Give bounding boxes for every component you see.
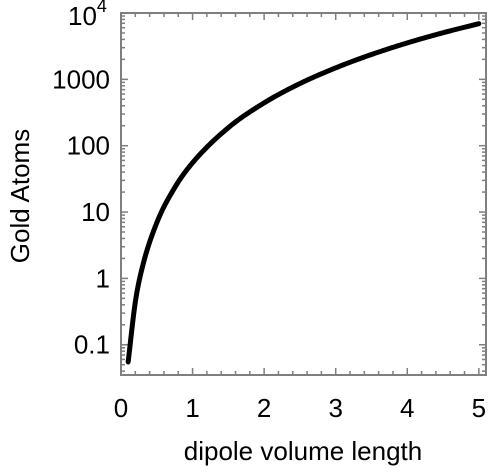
y-tick-label: 100 [67,131,110,161]
y-tick-label-exponent: 4 [97,0,107,16]
series-group [128,24,479,362]
x-tick-label: 5 [472,393,486,423]
x-tick-label: 2 [257,393,271,423]
y-tick-label: 10 [81,197,110,227]
x-tick-label: 0 [114,393,128,423]
y-tick-label-base: 10 [68,1,97,31]
x-tick-label: 4 [400,393,414,423]
y-tick-label: 1 [96,263,110,293]
x-axis-title: dipole volume length [184,436,423,466]
series-line [128,24,479,362]
x-axis-ticks: 0 1 2 3 4 5 [114,13,486,423]
x-tick-label: 1 [185,393,199,423]
y-tick-label: 0.1 [74,330,110,360]
y-tick-label: 1000 [52,64,110,94]
plot-frame [121,13,486,375]
y-tick-label-power: 104 [68,0,107,31]
x-tick-label: 3 [328,393,342,423]
y-axis-title: Gold Atoms [5,129,35,263]
